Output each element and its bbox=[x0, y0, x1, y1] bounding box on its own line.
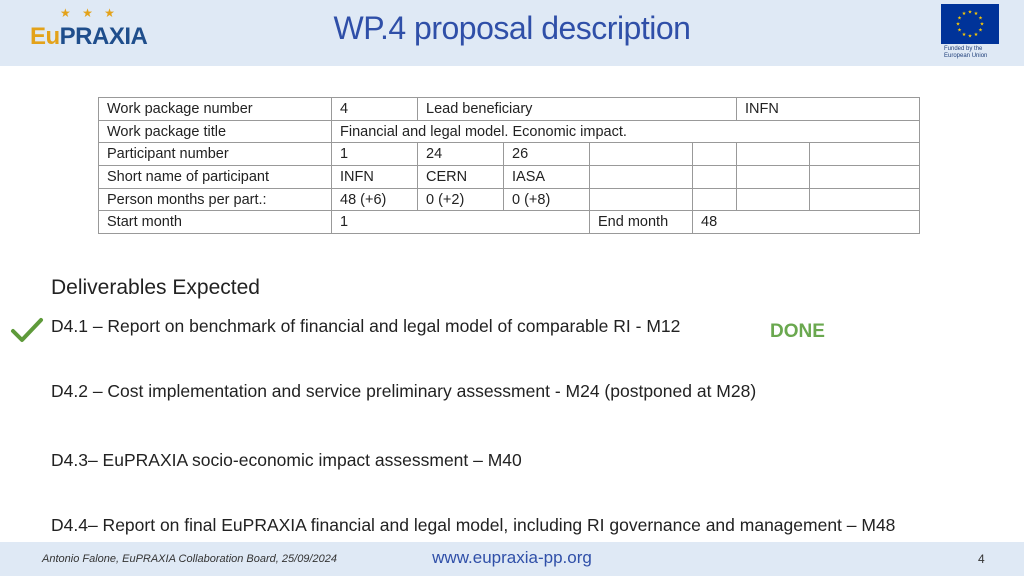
table-cell-empty bbox=[809, 165, 920, 189]
table-cell-label: Lead beneficiary bbox=[417, 97, 737, 121]
table-cell-empty bbox=[736, 165, 810, 189]
table-row: Start month 1 End month 48 bbox=[98, 210, 920, 235]
table-cell-empty bbox=[736, 142, 810, 167]
table-row: Work package title Financial and legal m… bbox=[98, 119, 920, 144]
svg-text:★: ★ bbox=[968, 10, 973, 16]
deliverable-item: D4.1 – Report on benchmark of financial … bbox=[51, 316, 681, 336]
table-cell: 0 (+2) bbox=[417, 187, 504, 212]
table-cell: 24 bbox=[417, 142, 504, 167]
table-row: Work package number 4 Lead beneficiary I… bbox=[98, 97, 920, 121]
table-cell-label: Start month bbox=[98, 210, 332, 235]
table-cell-label: Participant number bbox=[98, 142, 332, 167]
table-row: Person months per part.: 48 (+6) 0 (+2) … bbox=[98, 187, 920, 212]
footer-author: Antonio Falone, EuPRAXIA Collaboration B… bbox=[42, 553, 337, 565]
table-cell-empty bbox=[809, 142, 920, 167]
svg-text:★: ★ bbox=[980, 22, 985, 28]
svg-text:★: ★ bbox=[974, 32, 979, 38]
table-cell: 4 bbox=[331, 97, 418, 121]
svg-text:★: ★ bbox=[978, 16, 983, 22]
footer-bar bbox=[0, 542, 1024, 576]
table-cell: 48 bbox=[692, 210, 920, 235]
table-cell-label: Person months per part.: bbox=[98, 187, 332, 212]
svg-text:★: ★ bbox=[957, 16, 962, 22]
logo-wordmark: EuPRAXIA bbox=[30, 23, 148, 50]
svg-text:★: ★ bbox=[974, 11, 979, 17]
eu-funding-caption: Funded by the European Union bbox=[944, 46, 988, 59]
table-cell: INFN bbox=[331, 165, 418, 189]
deliverables-heading: Deliverables Expected bbox=[51, 276, 260, 299]
svg-text:★: ★ bbox=[962, 11, 967, 17]
table-cell-empty bbox=[736, 187, 810, 212]
table-cell-empty bbox=[809, 187, 920, 212]
deliverable-item: D4.2 – Cost implementation and service p… bbox=[51, 381, 757, 401]
header-bar bbox=[0, 0, 1024, 66]
work-package-table: Work package number 4 Lead beneficiary I… bbox=[98, 97, 920, 235]
eu-flag-icon: ★ ★ ★ ★ ★ ★ ★ ★ ★ ★ ★ ★ bbox=[941, 4, 999, 44]
table-cell-empty bbox=[589, 165, 693, 189]
eupraxia-logo: ★ ★ ★ EuPRAXIA bbox=[30, 6, 160, 58]
table-cell-label: Work package title bbox=[98, 119, 332, 144]
table-cell-label: End month bbox=[589, 210, 693, 235]
eu-flag-stars: ★ ★ ★ ★ ★ ★ ★ ★ ★ ★ ★ ★ bbox=[956, 10, 985, 40]
deliverable-item: D4.4– Report on final EuPRAXIA financial… bbox=[51, 515, 896, 535]
svg-text:★: ★ bbox=[962, 32, 967, 38]
table-cell: 0 (+8) bbox=[503, 187, 590, 212]
svg-text:★: ★ bbox=[956, 22, 961, 28]
logo-stars: ★ ★ ★ bbox=[60, 6, 119, 20]
footer-url-link[interactable]: www.eupraxia-pp.org bbox=[432, 548, 592, 567]
table-cell-empty bbox=[589, 142, 693, 167]
table-cell: IASA bbox=[503, 165, 590, 189]
svg-text:★: ★ bbox=[957, 28, 962, 34]
svg-text:★: ★ bbox=[968, 34, 973, 40]
table-cell-label: Short name of participant bbox=[98, 165, 332, 189]
table-cell: CERN bbox=[417, 165, 504, 189]
table-row: Participant number 1 24 26 bbox=[98, 142, 920, 167]
table-cell-empty bbox=[692, 142, 737, 167]
table-cell-empty bbox=[692, 165, 737, 189]
table-cell: Financial and legal model. Economic impa… bbox=[331, 119, 920, 144]
table-cell: 1 bbox=[331, 142, 418, 167]
table-cell: 48 (+6) bbox=[331, 187, 418, 212]
page-number: 4 bbox=[978, 552, 985, 566]
deliverable-item: D4.3– EuPRAXIA socio-economic impact ass… bbox=[51, 450, 522, 470]
table-cell: 26 bbox=[503, 142, 590, 167]
svg-text:★: ★ bbox=[978, 28, 983, 34]
table-row: Short name of participant INFN CERN IASA bbox=[98, 165, 920, 189]
table-cell-empty bbox=[692, 187, 737, 212]
page-title: WP.4 proposal description bbox=[333, 10, 691, 46]
status-badge: DONE bbox=[770, 321, 825, 342]
table-cell: 1 bbox=[331, 210, 590, 235]
table-cell: INFN bbox=[736, 97, 920, 121]
checkmark-icon bbox=[11, 318, 43, 342]
table-cell-empty bbox=[589, 187, 693, 212]
table-cell-label: Work package number bbox=[98, 97, 332, 121]
